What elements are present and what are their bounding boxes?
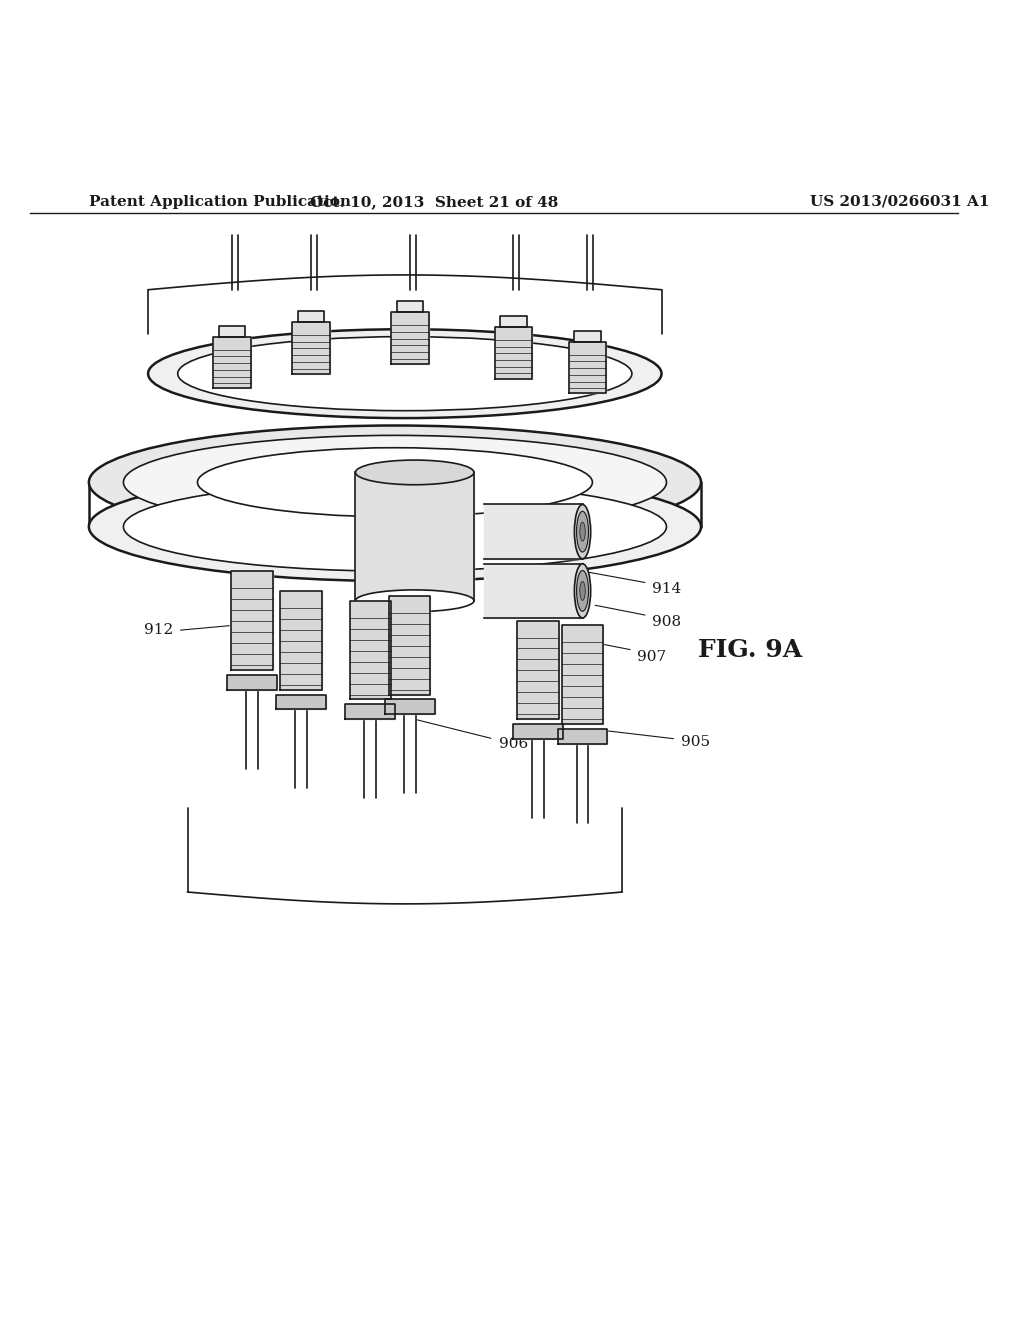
Polygon shape [213, 337, 251, 388]
Ellipse shape [198, 447, 593, 517]
Polygon shape [281, 591, 322, 689]
Polygon shape [389, 595, 430, 694]
Polygon shape [517, 620, 559, 719]
Polygon shape [231, 572, 272, 669]
Text: US 2013/0266031 A1: US 2013/0266031 A1 [810, 195, 989, 209]
Text: 905: 905 [681, 735, 711, 748]
Polygon shape [483, 504, 583, 558]
Polygon shape [501, 315, 526, 327]
Polygon shape [391, 313, 428, 364]
Ellipse shape [148, 329, 662, 418]
Polygon shape [495, 327, 532, 379]
Ellipse shape [355, 590, 474, 611]
Text: 912: 912 [143, 623, 173, 638]
Ellipse shape [577, 570, 589, 611]
Polygon shape [568, 342, 606, 393]
Polygon shape [574, 330, 601, 342]
Ellipse shape [89, 425, 701, 539]
Polygon shape [276, 694, 326, 709]
Text: Oct. 10, 2013  Sheet 21 of 48: Oct. 10, 2013 Sheet 21 of 48 [310, 195, 559, 209]
Polygon shape [355, 473, 474, 601]
Polygon shape [298, 310, 325, 322]
Text: Patent Application Publication: Patent Application Publication [89, 195, 351, 209]
Text: 908: 908 [651, 615, 681, 630]
Text: 913: 913 [143, 546, 173, 561]
Polygon shape [558, 729, 607, 744]
Ellipse shape [89, 473, 701, 581]
Polygon shape [349, 601, 391, 700]
Ellipse shape [355, 461, 474, 484]
Ellipse shape [124, 436, 667, 529]
Text: FIG. 9A: FIG. 9A [698, 638, 803, 663]
Text: 907: 907 [637, 649, 666, 664]
Text: 911: 911 [459, 463, 488, 478]
Polygon shape [345, 705, 395, 719]
Text: 906: 906 [499, 737, 527, 751]
Text: 909: 909 [355, 490, 385, 504]
Text: 910: 910 [637, 500, 666, 513]
Ellipse shape [178, 337, 632, 411]
Polygon shape [483, 564, 583, 618]
Polygon shape [385, 700, 434, 714]
Polygon shape [396, 301, 423, 313]
Polygon shape [227, 675, 276, 689]
Polygon shape [292, 322, 330, 374]
Ellipse shape [580, 523, 586, 541]
Polygon shape [562, 626, 603, 725]
Text: 914: 914 [651, 582, 681, 595]
Ellipse shape [580, 581, 586, 601]
Polygon shape [219, 326, 245, 337]
Ellipse shape [574, 564, 591, 618]
Polygon shape [513, 725, 563, 739]
Ellipse shape [124, 482, 667, 572]
Ellipse shape [574, 504, 591, 558]
Ellipse shape [577, 511, 589, 552]
